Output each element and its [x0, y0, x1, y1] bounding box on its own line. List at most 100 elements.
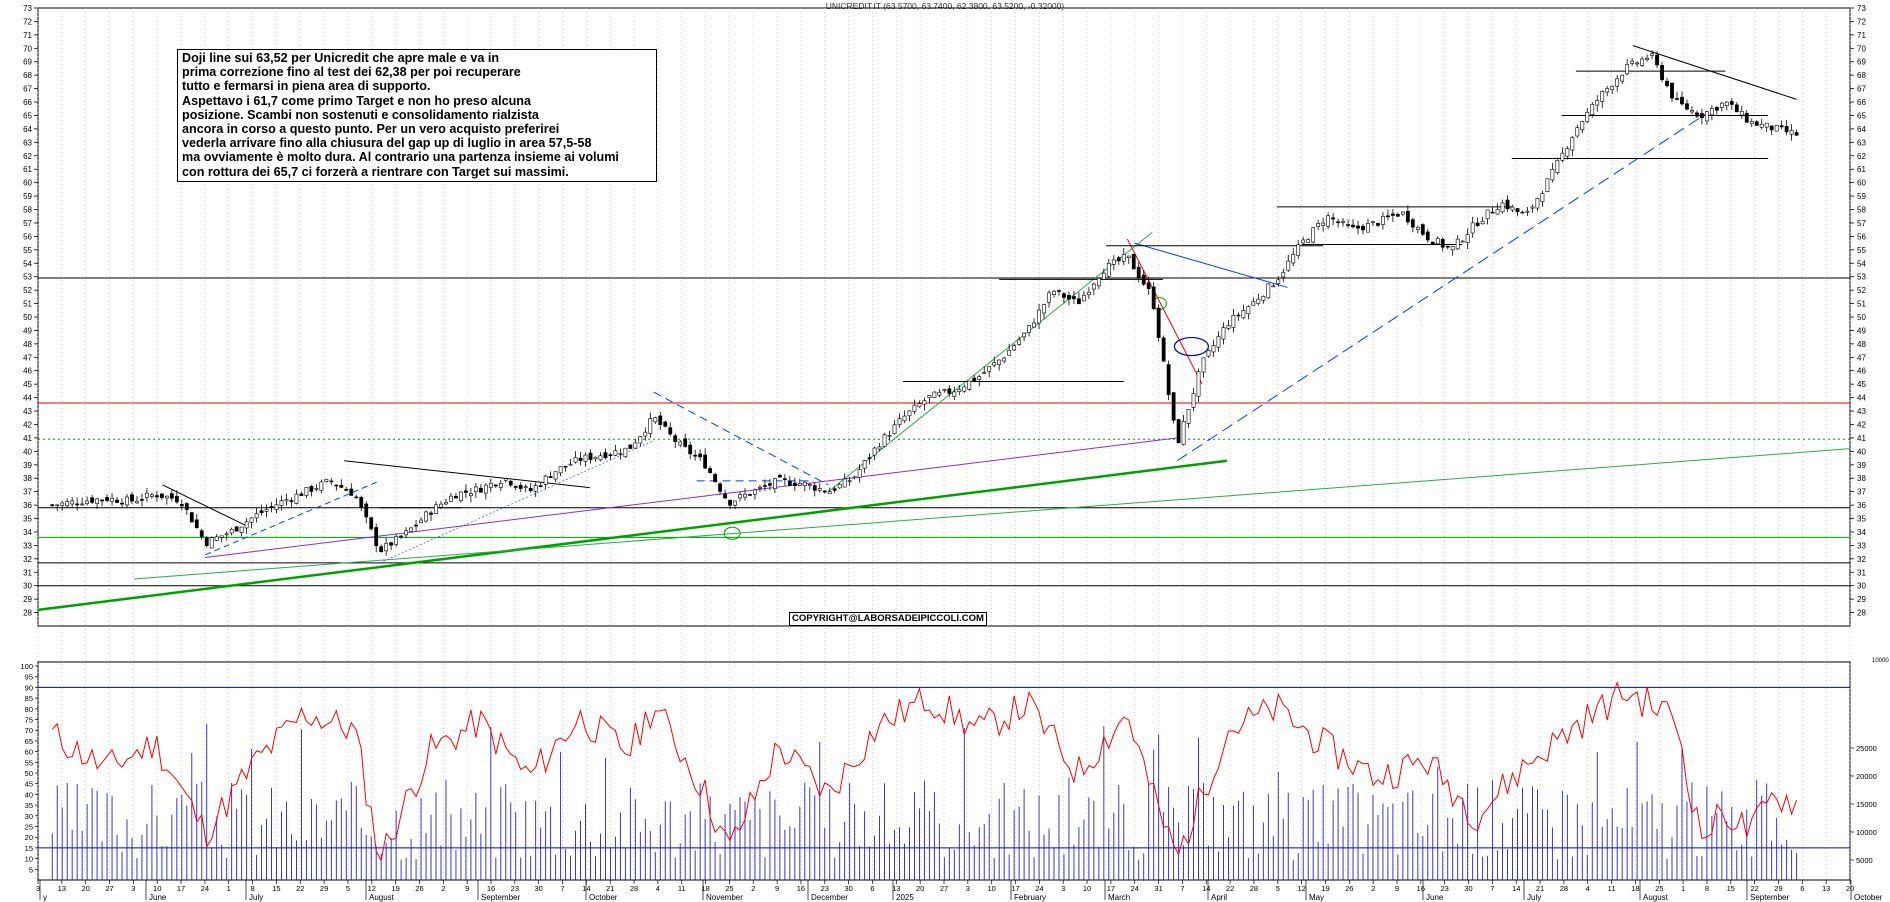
date-tick-label: 22: [1226, 884, 1234, 893]
date-tick-label: 17: [177, 884, 185, 893]
candle-body: [693, 454, 698, 457]
chart-title: UNICREDIT.IT (63.5700, 63.7400, 62.3800,…: [825, 1, 1065, 11]
candle-body: [653, 417, 658, 423]
candle-body: [1759, 123, 1764, 128]
date-tick-label: 9: [1395, 884, 1399, 893]
candle-body: [1485, 209, 1490, 220]
date-tick-label: 22: [1750, 884, 1758, 893]
date-tick-label: 27: [940, 884, 948, 893]
candle-body: [294, 493, 299, 504]
price-tick-label: 60: [1857, 179, 1866, 188]
date-tick-label: 15: [1727, 884, 1735, 893]
candle-body: [1067, 295, 1071, 300]
candle-body: [1341, 220, 1345, 223]
candle-body: [1286, 260, 1291, 271]
date-tick-label: 23: [511, 884, 519, 893]
price-tick-label: 45: [1857, 380, 1866, 389]
candle-body: [399, 535, 404, 538]
candle-body: [852, 476, 857, 479]
candle-body: [1356, 225, 1360, 229]
price-tick-label: 61: [23, 165, 32, 174]
candle-body: [1530, 206, 1535, 209]
price-tick-label: 68: [1857, 71, 1866, 80]
candle-body: [1057, 290, 1061, 292]
price-tick-label: 52: [1857, 286, 1866, 295]
date-tick-label: 27: [105, 884, 113, 893]
oscillator-tick-label: 70: [25, 726, 33, 735]
candle-body: [299, 493, 304, 496]
candle-body: [967, 380, 972, 390]
price-tick-label: 28: [1857, 609, 1866, 618]
candle-body: [449, 495, 453, 502]
oscillator-tick-label: 55: [25, 758, 33, 767]
candle-body: [1096, 277, 1101, 287]
candle-body: [907, 410, 912, 417]
oscillator-tick-label: 25: [25, 823, 33, 832]
price-tick-label: 60: [23, 179, 32, 188]
price-tick-label: 51: [23, 300, 32, 309]
candle-body: [942, 389, 947, 391]
candle-body: [184, 503, 189, 510]
candle-body: [777, 475, 782, 478]
candle-body: [817, 488, 822, 491]
candle-body: [1550, 169, 1555, 181]
candle-body: [394, 536, 399, 545]
oscillator-tick-label: 85: [25, 694, 33, 703]
candle-body: [1789, 130, 1794, 135]
date-tick-label: 10: [988, 884, 996, 893]
candle-body: [1450, 246, 1455, 251]
price-tick-label: 46: [1857, 367, 1866, 376]
date-axis: 3 13 20 27 3 10 17 24 1 8 15 22 29 5 12 19 26 2 9 16 23 30 7 14…: [36, 880, 1883, 902]
candle-body: [867, 457, 872, 459]
candle-body: [1445, 245, 1450, 248]
candle-body: [787, 480, 792, 486]
candle-body: [1610, 86, 1615, 90]
candle-body: [464, 490, 468, 493]
candle-body: [1560, 152, 1565, 161]
price-tick-label: 63: [1857, 138, 1866, 147]
candle-body: [1361, 225, 1365, 231]
date-tick-label: 10: [1083, 884, 1091, 893]
candle-body: [518, 485, 523, 489]
price-tick-label: 70: [1857, 44, 1866, 53]
trendline: [379, 440, 655, 564]
price-tick-label: 68: [23, 71, 32, 80]
date-tick-label: 30: [844, 884, 852, 893]
candle-body: [1101, 272, 1106, 280]
grid: [37, 7, 1851, 881]
candle-body: [414, 524, 418, 527]
candle-body: [593, 456, 598, 460]
candle-body: [1724, 101, 1729, 107]
month-label: November: [706, 893, 743, 902]
candle-body: [194, 519, 199, 528]
candle-body: [1665, 80, 1669, 86]
candle-body: [713, 474, 717, 482]
price-tick-label: 67: [23, 85, 32, 94]
candle-body: [538, 485, 543, 487]
candle-body: [1685, 103, 1689, 110]
oscillator-tick-label: 100: [20, 662, 33, 671]
date-tick-label: 25: [1655, 884, 1663, 893]
oscillator-tick-label: 45: [25, 780, 33, 789]
candle-body: [633, 442, 638, 449]
candle-body: [768, 483, 772, 486]
candle-body: [1779, 125, 1784, 128]
candle-body: [70, 500, 75, 505]
candle-body: [503, 478, 508, 481]
date-tick-label: 4: [1586, 884, 1590, 893]
candle-body: [1709, 108, 1714, 116]
note-line: con rottura dei 65,7 ci forzerà a rientr…: [182, 164, 569, 179]
note-line: ancora in corso a questo punto. Per un v…: [182, 122, 560, 137]
date-tick-label: 21: [606, 884, 614, 893]
candle-body: [1121, 254, 1126, 262]
candle-body: [1420, 224, 1425, 235]
candle-body: [932, 391, 937, 398]
candle-body: [1037, 309, 1041, 324]
candle-body: [1047, 292, 1051, 303]
note-line: prima correzione fino al test dei 62,38 …: [182, 65, 521, 80]
price-axis: 28 28 29 29 30 30 31 31 32 32 33 33 34 34 35 35 36 36 37 37…: [23, 4, 1866, 618]
candle-body: [583, 454, 588, 462]
candle-body: [673, 435, 678, 442]
candle-body: [364, 503, 369, 518]
candle-body: [439, 503, 443, 508]
